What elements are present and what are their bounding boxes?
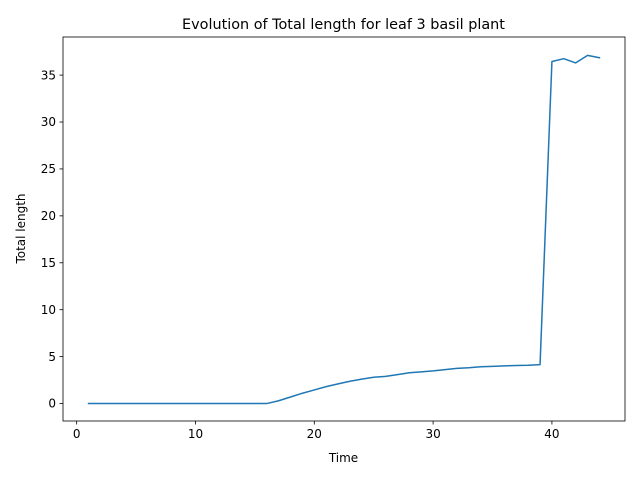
- y-tick-label: 30: [41, 115, 56, 129]
- y-tick-label: 5: [48, 350, 56, 364]
- plot-area: 0 10 20 30 40 0 5 10 15 20 25 30 35: [41, 36, 626, 441]
- y-tick-label: 25: [41, 162, 56, 176]
- x-tick-label: 10: [188, 427, 203, 441]
- x-tick-label: 20: [307, 427, 322, 441]
- x-tick-label: 40: [544, 427, 559, 441]
- y-tick-label: 35: [41, 68, 56, 82]
- x-tick-label: 0: [73, 427, 81, 441]
- series-line-0: [87, 54, 601, 405]
- x-tick-label: 30: [425, 427, 440, 441]
- chart-title: Evolution of Total length for leaf 3 bas…: [182, 17, 505, 33]
- y-tick-label: 10: [41, 303, 56, 317]
- y-axis-label: Total length: [14, 193, 28, 264]
- y-tick-label: 15: [41, 256, 56, 270]
- x-axis-label: Time: [328, 451, 358, 465]
- y-tick-label: 0: [48, 397, 56, 411]
- y-tick-label: 20: [41, 209, 56, 223]
- axes-frame: [62, 36, 626, 422]
